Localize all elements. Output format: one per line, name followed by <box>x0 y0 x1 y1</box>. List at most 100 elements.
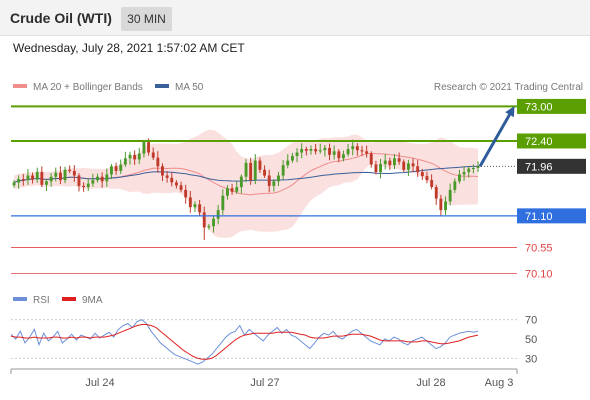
candle <box>277 171 280 187</box>
candle <box>304 146 308 156</box>
candle-body <box>272 181 276 186</box>
candle-body <box>165 175 169 178</box>
candle-body <box>193 204 197 208</box>
candle <box>105 168 109 187</box>
candle <box>133 150 137 165</box>
candle <box>444 196 447 215</box>
candle <box>462 166 466 181</box>
level-71-10-label: 71.10 <box>525 211 553 223</box>
candle <box>369 151 373 168</box>
candle <box>430 174 434 190</box>
candle-body <box>156 157 160 167</box>
candle-body <box>425 176 429 181</box>
candle <box>309 145 313 155</box>
rsi-tick-70: 70 <box>525 315 537 327</box>
candle-body <box>96 176 99 181</box>
legend-swatch-ma50 <box>155 84 169 88</box>
rsi-9ma-line <box>10 324 479 360</box>
candle-body <box>188 197 192 208</box>
candle-body <box>175 182 178 186</box>
candle <box>216 205 220 225</box>
candle <box>100 172 104 188</box>
candle-body <box>411 163 415 167</box>
candle <box>221 189 225 215</box>
candle-body <box>230 188 234 192</box>
candle <box>188 190 192 213</box>
candle-body <box>430 180 434 187</box>
level-73-00-tag <box>517 98 586 114</box>
candle-body <box>72 170 76 176</box>
candle-body <box>147 142 150 153</box>
timeframe-badge[interactable]: 30 MIN <box>121 7 172 31</box>
candle <box>119 159 123 175</box>
candle <box>142 139 146 158</box>
candle-body <box>448 189 452 202</box>
candle-body <box>318 150 322 152</box>
candle-body <box>239 176 243 188</box>
rsi-layer: 70 50 30 <box>10 315 537 365</box>
candle <box>77 173 81 192</box>
candle <box>383 154 387 170</box>
candle-body <box>179 185 183 190</box>
candle <box>207 223 211 230</box>
datetime-stamp: Wednesday, July 28, 2021 1:57:02 AM CET <box>13 41 245 55</box>
candle <box>110 164 113 180</box>
candle-body <box>263 169 266 176</box>
instrument-title: Crude Oil (WTI) <box>10 10 112 26</box>
candle <box>332 145 336 160</box>
candle <box>151 147 155 160</box>
candle <box>198 199 202 217</box>
candle <box>337 149 341 163</box>
candle-body <box>68 169 72 171</box>
candle <box>193 201 197 212</box>
candle-body <box>300 149 304 153</box>
candle <box>458 170 461 184</box>
candle <box>91 173 95 187</box>
candle-body <box>216 210 220 219</box>
candle <box>137 147 141 165</box>
candle-body <box>332 151 336 155</box>
candle <box>249 157 253 185</box>
candle <box>295 148 299 163</box>
candle <box>202 206 206 241</box>
candle <box>467 166 471 178</box>
candle <box>230 183 234 195</box>
candle-body <box>476 166 480 168</box>
candle <box>31 172 34 184</box>
legend-label-9ma: 9MA <box>82 295 103 306</box>
candle-body <box>207 226 211 228</box>
header-bar: Crude Oil (WTI) 30 MIN <box>0 0 590 36</box>
candle-body <box>342 154 345 159</box>
candle-body <box>31 175 34 180</box>
x-tick-label-jul27: Jul 27 <box>250 377 279 389</box>
candle-body <box>379 164 382 173</box>
candle <box>402 159 406 173</box>
candle <box>165 171 169 183</box>
candle <box>318 143 322 154</box>
level-72-40-tag <box>517 133 586 149</box>
candle <box>434 184 438 205</box>
candle-body <box>397 158 401 162</box>
candle-body <box>105 174 109 182</box>
candle-body <box>86 183 90 188</box>
candle-body <box>434 187 438 199</box>
candle <box>253 154 257 185</box>
candle <box>45 178 48 192</box>
candle <box>263 165 266 178</box>
candle <box>365 145 369 158</box>
candle <box>63 166 67 184</box>
candle-body <box>119 164 123 171</box>
candle-body <box>277 175 280 182</box>
legend-swatch-ma20 <box>13 84 27 88</box>
candle-body <box>374 164 378 173</box>
candle-body <box>91 180 95 184</box>
candle-body <box>21 179 25 181</box>
candle <box>40 166 44 188</box>
candle-body <box>281 165 285 176</box>
candle-body <box>407 163 410 170</box>
price-level-layer: 73.00 72.40 71.96 71.10 70.55 70.10 <box>11 98 586 280</box>
candle <box>26 169 30 185</box>
candle <box>156 151 160 173</box>
candle <box>471 164 475 174</box>
